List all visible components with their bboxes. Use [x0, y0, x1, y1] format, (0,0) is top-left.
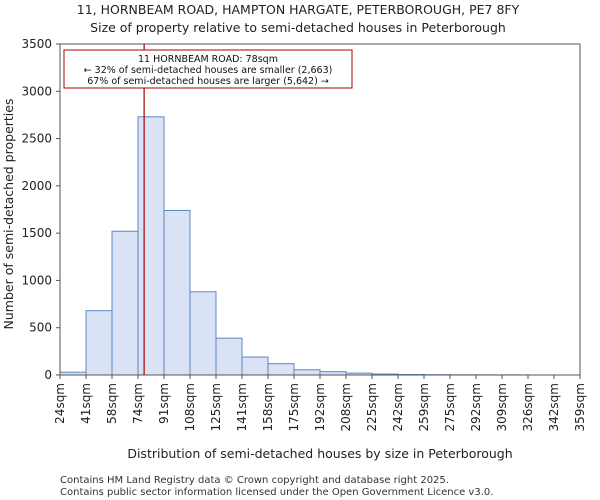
annotation-line-3: 67% of semi-detached houses are larger (… [87, 76, 329, 87]
x-tick-label: 24sqm [53, 383, 67, 424]
x-axis-ticks: 24sqm 41sqm 58sqm 74sqm 91sqm 108sqm 125sqm 141… [53, 375, 587, 431]
x-tick-label: 91sqm [157, 383, 171, 424]
bar-125sqm [215, 337, 243, 376]
x-tick-label: 58sqm [105, 383, 119, 424]
x-tick-label: 158sqm [261, 383, 275, 431]
x-tick-label: 326sqm [521, 383, 535, 431]
chart-title: 11, HORNBEAM ROAD, HAMPTON HARGATE, PETE… [77, 2, 520, 17]
x-tick-label: 242sqm [391, 383, 405, 431]
x-tick-label: 259sqm [417, 383, 431, 431]
chart-subtitle: Size of property relative to semi-detach… [90, 20, 506, 35]
y-tick-label: 3500 [21, 37, 52, 51]
y-tick-label: 1500 [21, 226, 52, 240]
bar-108sqm [189, 291, 217, 376]
y-axis-ticks: 0 500 1000 1500 2000 2500 3000 3500 [21, 37, 60, 382]
footer-line-1: Contains HM Land Registry data © Crown c… [60, 475, 449, 486]
bar-74sqm [137, 116, 165, 376]
y-tick-label: 3000 [21, 84, 52, 98]
annotation-line-1: 11 HORNBEAM ROAD: 78sqm [138, 54, 278, 65]
bar-58sqm [111, 230, 139, 376]
annotation-frame [63, 49, 353, 89]
x-tick-label: 359sqm [573, 383, 587, 431]
x-tick-label: 225sqm [365, 383, 379, 431]
x-tick-label: 175sqm [287, 383, 301, 431]
x-tick-label: 309sqm [495, 383, 509, 431]
x-tick-label: 74sqm [131, 383, 145, 424]
bar-141sqm [241, 356, 269, 376]
footer-line-2: Contains public sector information licen… [60, 487, 493, 498]
plot-area-frame [59, 43, 581, 376]
x-tick-label: 208sqm [339, 383, 353, 431]
x-axis-label: Distribution of semi-detached houses by … [127, 446, 512, 461]
y-tick-label: 2000 [21, 179, 52, 193]
x-tick-label: 141sqm [235, 383, 249, 431]
x-tick-label: 275sqm [443, 383, 457, 431]
x-tick-label: 192sqm [313, 383, 327, 431]
annotation-line-2: ← 32% of semi-detached houses are smalle… [84, 65, 333, 76]
x-tick-label: 292sqm [469, 383, 483, 431]
y-tick-label: 1000 [21, 273, 52, 287]
bar-91sqm [163, 209, 191, 376]
x-tick-label: 342sqm [547, 383, 561, 431]
bars-group [59, 116, 529, 376]
annotation-box: 11 HORNBEAM ROAD: 78sqm ← 32% of semi-de… [63, 49, 353, 89]
x-tick-label: 41sqm [79, 383, 93, 424]
y-tick-label: 2500 [21, 132, 52, 146]
bar-175sqm [293, 369, 321, 376]
x-tick-label: 108sqm [183, 383, 197, 431]
bar-41sqm [85, 310, 113, 376]
x-tick-label: 125sqm [209, 383, 223, 431]
bar-158sqm [267, 363, 295, 376]
y-axis-label: Number of semi-detached properties [1, 99, 16, 330]
y-tick-label: 0 [44, 368, 52, 382]
y-tick-label: 500 [29, 321, 52, 335]
